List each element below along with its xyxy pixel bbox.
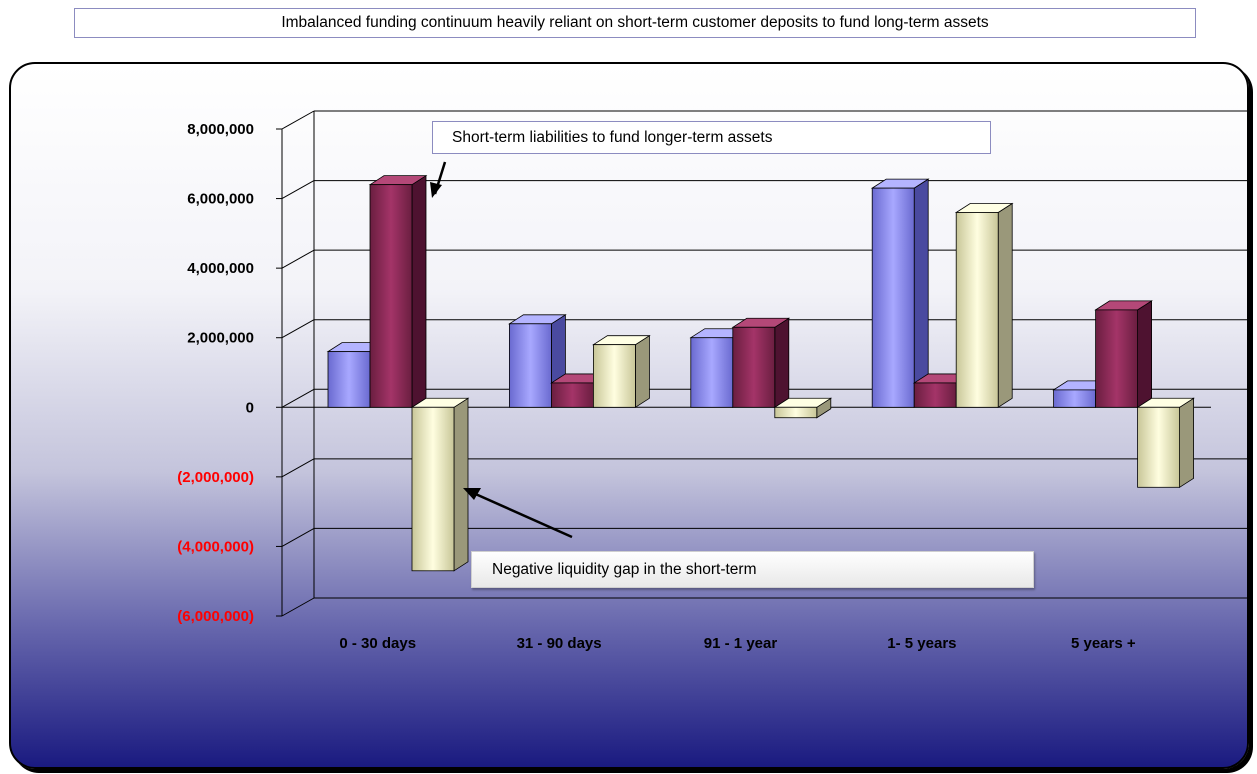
bar bbox=[870, 178, 930, 409]
bar bbox=[410, 397, 470, 572]
annotation-negative-liquidity-gap: Negative liquidity gap in the short-term bbox=[471, 551, 1034, 588]
gridline-side bbox=[281, 527, 315, 547]
y-tick-label: (6,000,000) bbox=[177, 608, 254, 625]
bar bbox=[592, 334, 651, 409]
bar bbox=[954, 202, 1014, 409]
arrow-icon bbox=[463, 488, 573, 539]
y-tick-label: 2,000,000 bbox=[187, 330, 254, 347]
arrow-icon bbox=[430, 161, 447, 198]
y-tick-label: 4,000,000 bbox=[187, 260, 254, 277]
y-tick-label: 8,000,000 bbox=[187, 121, 254, 138]
y-tick-label: (4,000,000) bbox=[177, 538, 254, 555]
gridline-side bbox=[281, 597, 315, 617]
bar bbox=[1094, 300, 1153, 409]
gridline-side bbox=[281, 388, 315, 408]
bar bbox=[731, 317, 791, 409]
x-tick-label: 1- 5 years bbox=[887, 635, 956, 652]
gridline-side bbox=[281, 110, 315, 130]
x-tick-label: 0 - 30 days bbox=[339, 635, 416, 652]
y-tick-label: 0 bbox=[246, 399, 254, 416]
gridline-side bbox=[281, 180, 315, 200]
x-tick-label: 31 - 90 days bbox=[517, 635, 602, 652]
gridline-side bbox=[281, 319, 315, 339]
y-tick-label: (2,000,000) bbox=[177, 469, 254, 486]
bar bbox=[1136, 397, 1195, 489]
bar bbox=[368, 174, 428, 409]
gridline-side bbox=[281, 249, 315, 269]
gridline-side bbox=[281, 458, 315, 478]
chart-title: Imbalanced funding continuum heavily rel… bbox=[74, 8, 1196, 38]
chart-panel: 8,000,000 6,000,000 4,000,000 2,000,000 0 (2,… bbox=[9, 62, 1249, 769]
annotation-short-term-liabilities: Short-term liabilities to fund longer-te… bbox=[432, 121, 991, 154]
y-tick-label: 6,000,000 bbox=[187, 191, 254, 208]
x-tick-label: 91 - 1 year bbox=[704, 635, 778, 652]
bar bbox=[773, 397, 833, 419]
bar bbox=[508, 314, 567, 409]
bar-chart: 8,000,000 6,000,000 4,000,000 2,000,000 0 (2,… bbox=[177, 110, 1247, 652]
x-tick-label: 5 years + bbox=[1071, 635, 1136, 652]
